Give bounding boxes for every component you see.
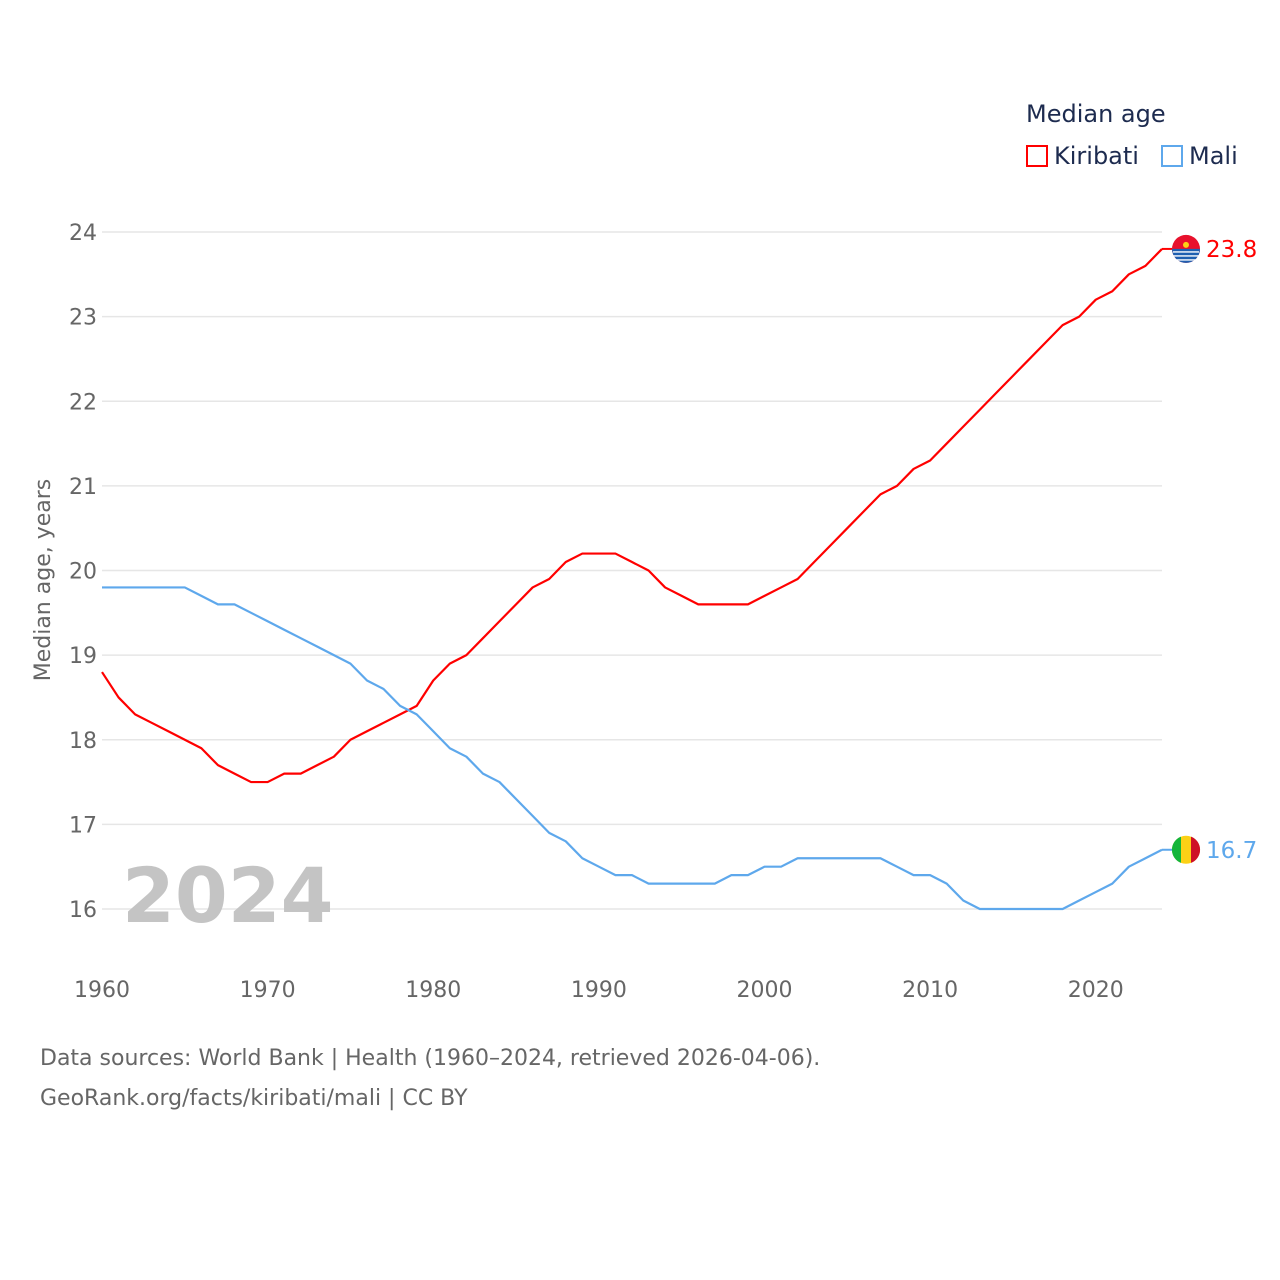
- y-tick-label: 21: [69, 475, 97, 500]
- legend-item-kiribati[interactable]: Kiribati: [1026, 142, 1139, 170]
- legend-label: Kiribati: [1054, 142, 1139, 170]
- y-tick-label: 16: [69, 898, 97, 923]
- y-tick-label: 23: [69, 306, 97, 331]
- y-tick-label: 24: [69, 221, 97, 246]
- year-label: 2024: [122, 851, 334, 940]
- y-axis-label: Median age, years: [31, 479, 56, 682]
- source-link[interactable]: GeoRank.org/facts/kiribati/mali | CC BY: [40, 1086, 468, 1111]
- legend-swatch: [1026, 145, 1048, 167]
- kiribati-flag-icon-sun: [1183, 241, 1189, 248]
- legend-item-mali[interactable]: Mali: [1161, 142, 1238, 170]
- x-tick-label: 2010: [902, 978, 958, 1003]
- mali-flag-icon-green: [1171, 836, 1181, 863]
- y-tick-label: 20: [69, 560, 97, 585]
- series-line-kiribati: [101, 248, 1163, 784]
- x-tick-label: 1980: [405, 978, 461, 1003]
- end-value-label: 16.7: [1206, 838, 1257, 864]
- x-tick-label: 1970: [240, 978, 296, 1003]
- series-line-mali: [102, 586, 1163, 911]
- mali-flag-icon-red: [1191, 836, 1201, 863]
- end-value-label: 23.8: [1206, 237, 1257, 263]
- x-tick-label: 1960: [74, 978, 130, 1003]
- x-tick-label: 1990: [571, 978, 627, 1003]
- source-note: Data sources: World Bank | Health (1960–…: [40, 1046, 821, 1071]
- legend-label: Mali: [1189, 142, 1238, 170]
- y-tick-label: 19: [69, 644, 97, 669]
- y-tick-label: 17: [69, 813, 97, 838]
- y-tick-label: 18: [69, 729, 97, 754]
- x-tick-label: 2020: [1068, 978, 1124, 1003]
- y-tick-label: 22: [69, 390, 97, 415]
- legend-swatch: [1161, 145, 1183, 167]
- x-tick-label: 2000: [737, 978, 793, 1003]
- legend-title: Median age: [1026, 100, 1166, 128]
